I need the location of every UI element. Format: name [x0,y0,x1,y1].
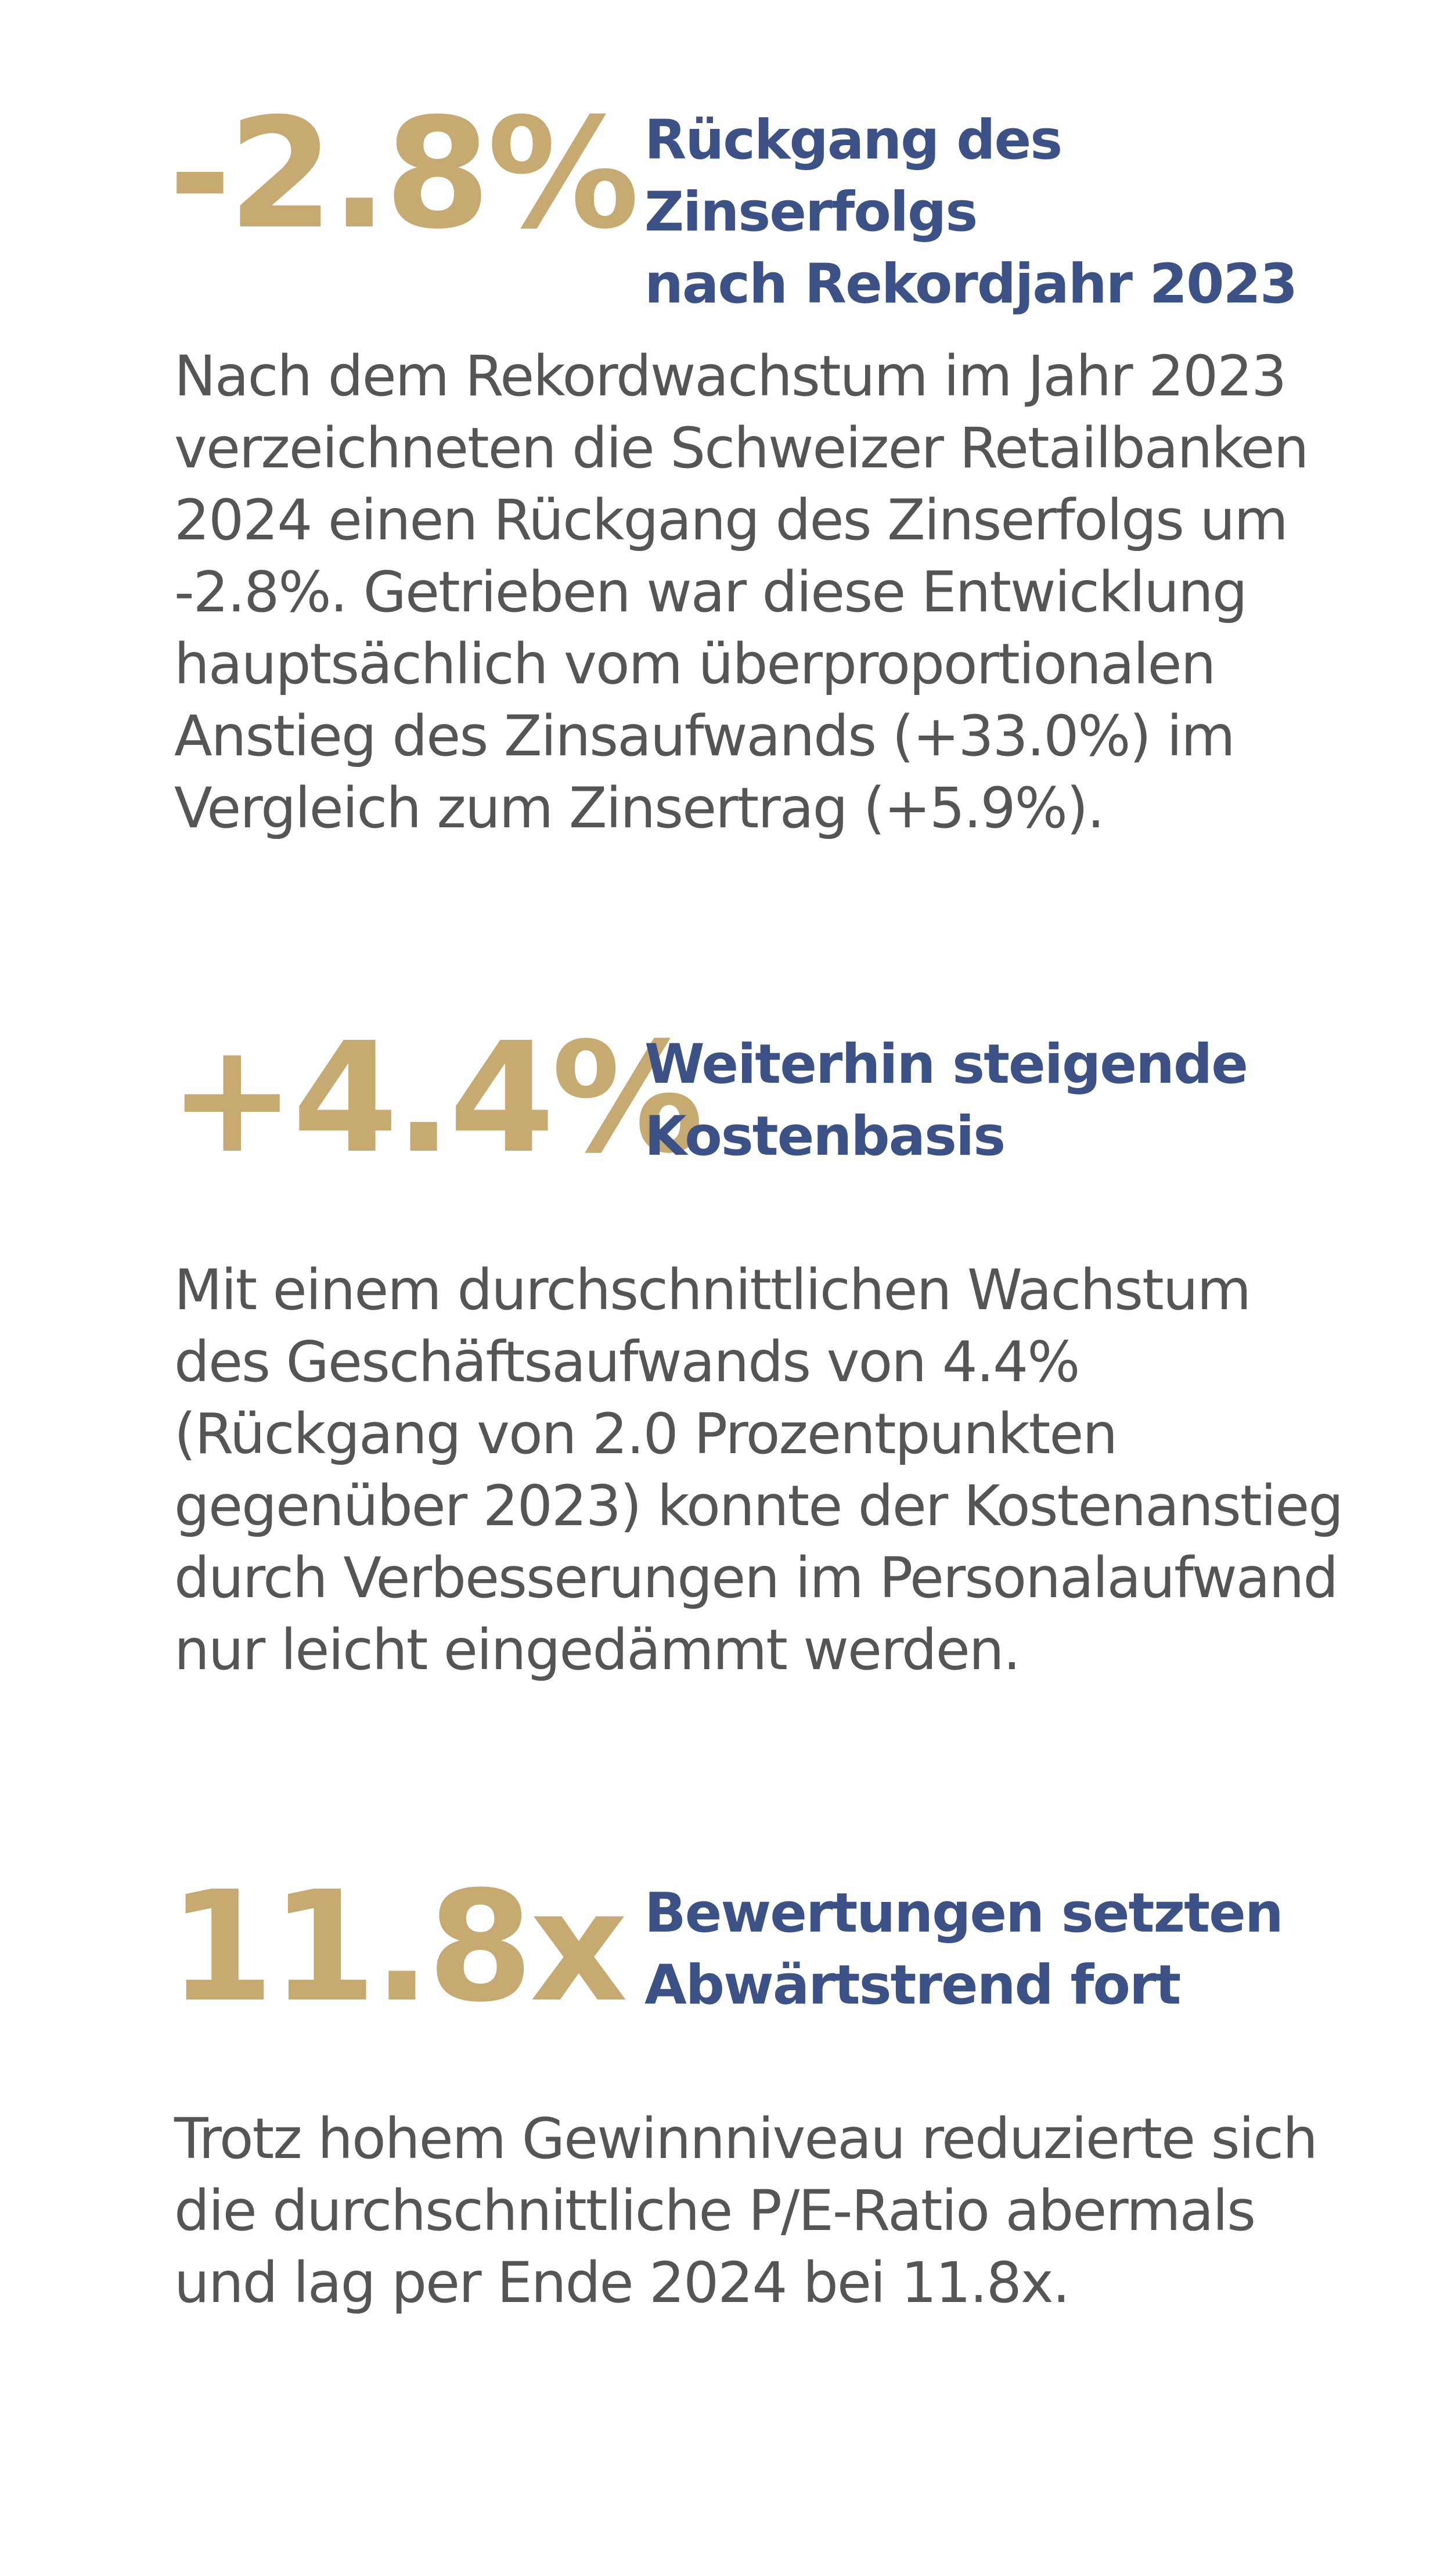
kpi-title: Bewertungen setzten Abwärtstrend fort [644,1882,1284,2017]
kpi-title: Rückgang des Zinserfolgs nach Rekordjahr… [644,109,1298,316]
kpi-block-net-interest-income: -2.8% Rückgang des Zinserfolgs nach Reko… [168,87,1347,841]
kpi-value: -2.8% [168,85,639,262]
kpi-description: Nach dem Rekordwachstum im Jahr 2023 ver… [174,344,1309,841]
kpi-description: Mit einem durchschnittlichen Wachstum de… [174,1258,1344,1682]
kpi-description: Trotz hohem Gewinnniveau reduzierte sich… [174,2106,1318,2315]
kpi-header: +4.4% Weiterhin steigende Kostenbasis [168,1011,1347,1186]
kpi-header: -2.8% Rückgang des Zinserfolgs nach Reko… [168,87,1347,316]
kpi-header: 11.8x Bewertungen setzten Abwärtstrend f… [168,1860,1347,2034]
kpi-block-cost-base: +4.4% Weiterhin steigende Kostenbasis Mi… [168,1011,1347,1683]
kpi-title: Weiterhin steigende Kostenbasis [644,1033,1248,1168]
kpi-value: 11.8x [168,1858,628,2035]
kpi-value: +4.4% [168,1010,704,1187]
kpi-block-valuation: 11.8x Bewertungen setzten Abwärtstrend f… [168,1860,1347,2316]
